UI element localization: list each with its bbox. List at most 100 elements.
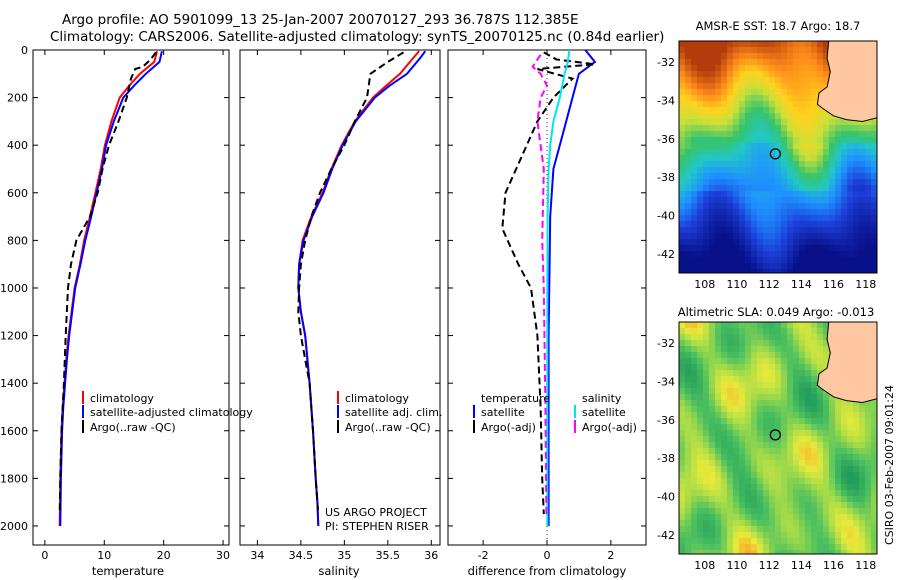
map-cell: [811, 107, 818, 114]
map-cell: [805, 442, 812, 449]
map-cell: [739, 352, 746, 359]
map-cell: [805, 137, 812, 144]
map-cell: [817, 239, 824, 246]
map-cell: [697, 322, 704, 329]
map-cell: [871, 526, 877, 533]
map-cell: [865, 227, 872, 234]
map-cell: [847, 484, 854, 491]
map-cell: [871, 508, 877, 515]
map-cell: [793, 370, 800, 377]
map-cell: [793, 263, 800, 270]
map-cell: [739, 328, 746, 335]
map-cell: [727, 59, 734, 66]
map-cell: [775, 550, 782, 554]
map-cell: [793, 101, 800, 108]
map-cell: [697, 203, 704, 210]
map-cell: [817, 59, 824, 66]
map-cell: [763, 484, 770, 491]
map-cell: [769, 251, 776, 258]
map-cell: [727, 388, 734, 395]
map-cell: [679, 526, 686, 533]
map-cell: [835, 532, 842, 539]
map-cell: [751, 436, 758, 443]
map-cell: [757, 47, 764, 54]
map-cell: [691, 478, 698, 485]
map-cell: [739, 173, 746, 180]
map-cell: [829, 472, 836, 479]
series-line: [297, 50, 427, 527]
map-cell: [703, 520, 710, 527]
map-cell: [763, 101, 770, 108]
sst-map-frame: [678, 40, 878, 274]
map-cell: [871, 161, 877, 168]
map-cell: [709, 424, 716, 431]
map-cell: [709, 358, 716, 365]
map-cell: [697, 215, 704, 222]
map-cell: [793, 131, 800, 138]
map-cell: [817, 179, 824, 186]
map-cell: [859, 239, 866, 246]
map-cell: [865, 538, 872, 545]
map-cell: [703, 346, 710, 353]
map-cell: [703, 532, 710, 539]
map-cell: [733, 47, 740, 54]
map-cell: [811, 203, 818, 210]
map-cell: [685, 59, 692, 66]
map-cell: [733, 257, 740, 264]
map-cell: [775, 47, 782, 54]
map-cell: [745, 167, 752, 174]
map-cell: [739, 538, 746, 545]
map-cell: [805, 472, 812, 479]
map-cell: [829, 233, 836, 240]
map-cell: [847, 143, 854, 150]
legend-climatology-label: climatology: [345, 392, 409, 405]
map-cell: [709, 406, 716, 413]
map-cell: [685, 107, 692, 114]
map-cell: [727, 502, 734, 509]
map-cell: [709, 179, 716, 186]
map-cell: [739, 119, 746, 126]
map-cell: [757, 233, 764, 240]
map-cell: [697, 251, 704, 258]
map-cell: [727, 221, 734, 228]
map-cell: [763, 221, 770, 228]
map-cell: [697, 227, 704, 234]
map-cell: [727, 263, 734, 270]
sla-map-title: Altimetric SLA: 0.049 Argo: -0.013: [678, 305, 875, 319]
map-cell: [745, 119, 752, 126]
map-cell: [697, 155, 704, 162]
map-cell: [781, 53, 788, 60]
map-cell: [847, 496, 854, 503]
map-cell: [685, 424, 692, 431]
map-cell: [775, 364, 782, 371]
map-cell: [751, 101, 758, 108]
map-cell: [763, 167, 770, 174]
map-cell: [745, 496, 752, 503]
map-cell: [847, 526, 854, 533]
map-cell: [685, 532, 692, 539]
map-cell: [835, 406, 842, 413]
map-cell: [721, 424, 728, 431]
map-cell: [817, 322, 824, 329]
legend-argo-label: Argo(..raw -QC): [90, 421, 176, 434]
map-cell: [721, 472, 728, 479]
map-cell: [841, 161, 848, 168]
map-cell: [823, 203, 830, 210]
map-cell: [799, 203, 806, 210]
map-cell: [733, 95, 740, 102]
map-x-tick-label: 110: [726, 559, 747, 572]
map-cell: [799, 484, 806, 491]
map-cell: [685, 358, 692, 365]
map-x-tick-label: 110: [726, 278, 747, 291]
map-cell: [823, 83, 830, 90]
map-cell: [697, 364, 704, 371]
map-cell: [787, 131, 794, 138]
map-cell: [733, 520, 740, 527]
map-cell: [709, 340, 716, 347]
map-cell: [721, 41, 728, 48]
map-cell: [703, 436, 710, 443]
map-cell: [781, 215, 788, 222]
map-cell: [805, 424, 812, 431]
map-cell: [799, 508, 806, 515]
map-cell: [853, 257, 860, 264]
